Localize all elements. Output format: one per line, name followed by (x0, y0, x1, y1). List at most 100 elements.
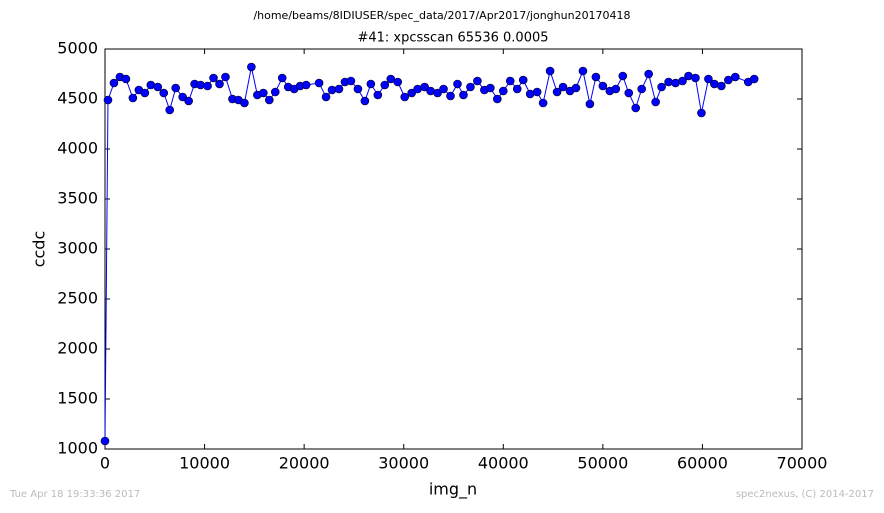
data-point (532, 87, 542, 97)
x-tick-label: 30000 (378, 454, 429, 473)
data-point (353, 84, 363, 94)
data-point (651, 97, 660, 107)
x-tick-label: 70000 (777, 454, 828, 473)
data-point (657, 82, 666, 92)
data-point (373, 90, 383, 100)
data-point (247, 62, 256, 72)
x-axis-label: img_n (429, 480, 477, 500)
data-point (240, 98, 249, 108)
data-point (637, 84, 646, 94)
data-point (730, 72, 740, 82)
data-point (209, 73, 218, 83)
data-point (103, 95, 113, 105)
footer-left: Tue Apr 18 19:33:36 2017 (9, 489, 140, 500)
data-point (140, 88, 150, 98)
x-tick-label: 60000 (677, 454, 728, 473)
data-point (215, 79, 224, 89)
data-point (618, 71, 628, 81)
data-line (104, 66, 755, 442)
data-point (493, 94, 502, 104)
data-point (259, 88, 268, 98)
data-point (545, 66, 555, 76)
path-title: /home/beams/8IDIUSER/spec_data/2017/Apr2… (253, 9, 630, 22)
data-point (697, 108, 706, 118)
data-point (505, 76, 515, 86)
data-point (203, 81, 212, 91)
y-tick-label: 4000 (57, 139, 98, 158)
data-point (270, 87, 280, 97)
data-point (704, 74, 713, 84)
data-point (165, 105, 175, 115)
data-point (558, 82, 568, 92)
data-point (439, 84, 448, 94)
data-point (301, 80, 311, 90)
data-point (159, 88, 169, 98)
x-tick-label: 20000 (279, 454, 330, 473)
data-point (459, 90, 468, 100)
data-point (109, 78, 119, 88)
data-point (518, 75, 528, 85)
y-tick-label: 5000 (57, 39, 98, 58)
data-point (585, 99, 595, 109)
data-point (178, 92, 187, 102)
data-point (598, 81, 608, 91)
data-point (552, 87, 562, 97)
data-point (171, 83, 180, 93)
data-point (631, 103, 641, 113)
data-point (321, 92, 331, 102)
data-point (644, 69, 653, 79)
data-point (571, 83, 581, 93)
y-tick-label: 4500 (57, 89, 98, 108)
data-point (346, 76, 356, 86)
data-point (624, 88, 634, 98)
x-tick-label: 0 (100, 454, 110, 473)
y-tick-label: 3500 (57, 189, 98, 208)
data-point (128, 93, 138, 103)
chart-title: #41: xpcsscan 65536 0.0005 (357, 31, 548, 46)
data-point (264, 95, 274, 105)
plot-frame (104, 48, 803, 450)
data-point (334, 84, 344, 94)
data-point (749, 74, 759, 84)
data-point (446, 91, 455, 101)
y-tick-label: 1500 (57, 389, 98, 408)
data-point (184, 96, 193, 106)
data-point (717, 81, 726, 91)
x-tick-label: 10000 (179, 454, 230, 473)
data-point (486, 83, 495, 93)
y-axis-label: ccdc (30, 231, 49, 268)
data-point (611, 84, 621, 94)
data-point (578, 66, 588, 76)
data-point (380, 80, 390, 90)
data-point (153, 82, 163, 92)
data-point (400, 92, 410, 102)
data-point (100, 436, 110, 446)
x-tick-label: 50000 (577, 454, 628, 473)
data-point (473, 76, 482, 86)
y-tick-label: 2000 (57, 339, 98, 358)
data-point (277, 73, 287, 83)
data-point (221, 72, 230, 82)
data-point (407, 88, 416, 98)
data-point (366, 79, 376, 89)
data-point (314, 78, 324, 88)
data-point (433, 88, 442, 98)
data-point (498, 86, 508, 96)
data-point (512, 84, 522, 94)
data-point (121, 74, 131, 84)
data-point (591, 72, 601, 82)
data-point (691, 73, 700, 83)
y-tick-label: 2500 (57, 289, 98, 308)
data-point (420, 82, 429, 92)
footer-right: spec2nexus, (C) 2014-2017 (736, 489, 874, 500)
data-point (360, 96, 370, 106)
data-point (453, 79, 462, 89)
data-point (466, 82, 475, 92)
data-point (538, 98, 548, 108)
data-point (678, 76, 687, 86)
y-tick-label: 1000 (57, 439, 98, 458)
x-tick-label: 40000 (478, 454, 529, 473)
data-point (393, 77, 403, 87)
y-tick-label: 3000 (57, 239, 98, 258)
